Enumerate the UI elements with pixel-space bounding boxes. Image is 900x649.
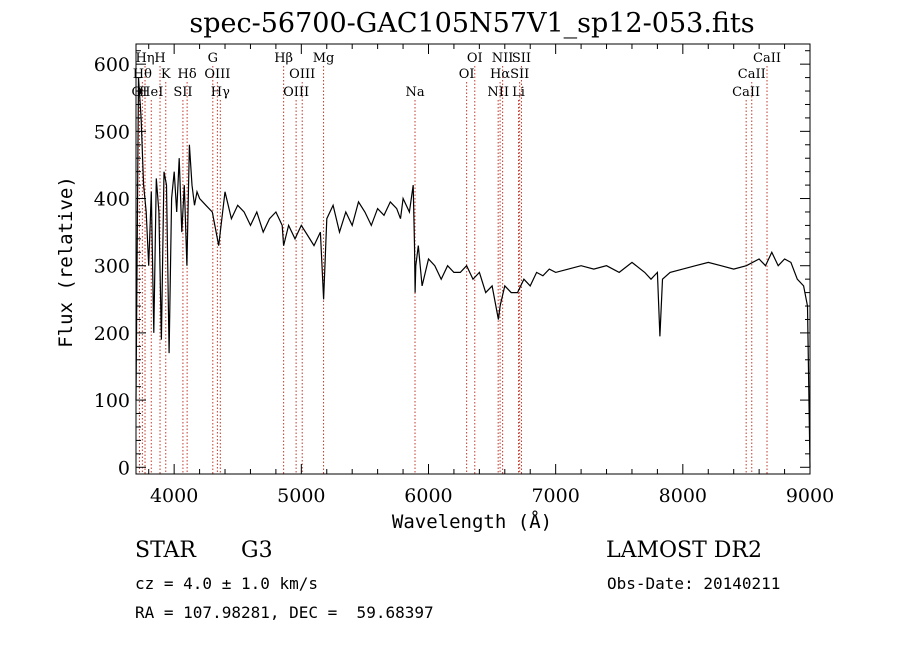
- y-tick-label: 600: [94, 54, 130, 76]
- y-tick-label: 400: [94, 189, 130, 211]
- y-tick-label: 200: [94, 323, 130, 345]
- line-label-4: H: [154, 51, 165, 66]
- chart-title: spec-56700-GAC105N57V1_sp12-053.fits: [189, 8, 754, 39]
- line-label-7: Hδ: [178, 67, 197, 82]
- line-label-22: Li: [512, 85, 525, 100]
- observation-date: Obs-Date: 20140211: [607, 574, 781, 593]
- spectral-line-markers: [138, 66, 768, 474]
- line-label-17: OI: [467, 51, 483, 66]
- line-label-14: Mg: [313, 51, 335, 66]
- object-class: STAR: [135, 538, 196, 563]
- line-label-10: Hγ: [211, 85, 230, 100]
- line-label-16: OI: [459, 67, 475, 82]
- line-label-1: Hθ: [133, 67, 152, 82]
- redshift-velocity: cz = 4.0 ± 1.0 km/s: [135, 574, 319, 593]
- line-label-6: SII: [173, 85, 192, 100]
- object-subclass: G3: [241, 538, 273, 563]
- x-tick-label: 9000: [786, 485, 834, 507]
- line-label-11: Hβ: [274, 51, 293, 66]
- x-tick-label: 7000: [531, 485, 579, 507]
- x-axis: 4000 5000 6000 7000 8000 9000: [148, 44, 834, 507]
- line-label-24: CaII: [732, 85, 760, 100]
- y-axis: 0 100 200 300 400 500 600: [94, 50, 810, 479]
- coordinates: RA = 107.98281, DEC = 59.68397: [135, 603, 434, 622]
- x-tick-label: 4000: [150, 485, 198, 507]
- plot-frame: [135, 43, 811, 475]
- x-tick-label: 5000: [277, 485, 325, 507]
- line-label-21: SII: [510, 67, 529, 82]
- y-tick-label: 100: [94, 390, 130, 412]
- line-label-15: Na: [405, 85, 424, 100]
- y-tick-label: 0: [118, 457, 130, 479]
- spectrum-series-line: [135, 77, 811, 468]
- line-label-20: NII: [492, 51, 514, 66]
- x-tick-label: 6000: [404, 485, 452, 507]
- line-label-25: CaII: [738, 67, 766, 82]
- y-tick-label: 300: [94, 256, 130, 278]
- survey-name: LAMOST DR2: [606, 538, 762, 563]
- spectral-line-labels: OIHθHηHeIHKSIIHδGOIIIHγHβOIIIOIIIMgNaOIO…: [132, 51, 781, 100]
- line-label-13: OIII: [289, 67, 315, 82]
- line-label-23: SII: [512, 51, 531, 66]
- line-label-12: OIII: [283, 85, 309, 100]
- line-label-9: OIII: [204, 67, 230, 82]
- line-label-2: Hη: [135, 51, 154, 66]
- line-label-5: K: [161, 67, 171, 82]
- x-axis-label: Wavelength (Å): [392, 510, 552, 533]
- line-label-18: NII: [487, 85, 509, 100]
- y-axis-label: Flux (relative): [55, 176, 77, 348]
- line-label-3: HeI: [139, 85, 163, 100]
- line-label-19: Hα: [490, 67, 510, 82]
- line-label-8: G: [208, 51, 218, 66]
- line-label-26: CaII: [753, 51, 781, 66]
- y-tick-label: 500: [94, 121, 130, 143]
- x-tick-label: 8000: [659, 485, 707, 507]
